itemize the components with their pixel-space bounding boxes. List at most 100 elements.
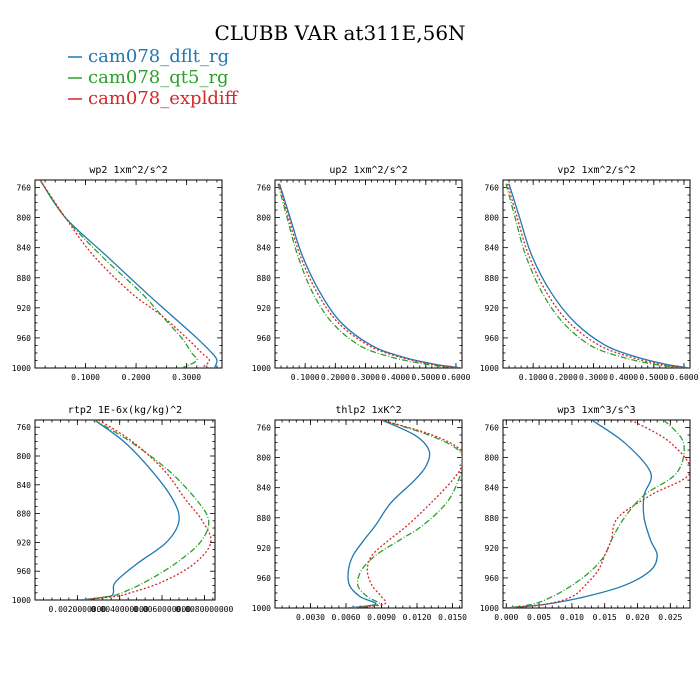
x-tick-label: 0.3000 bbox=[579, 373, 608, 382]
y-tick-label: 960 bbox=[17, 334, 32, 343]
x-tick-label: 0.0080000000 bbox=[176, 605, 234, 614]
series-line-cam078_dflt_rg bbox=[278, 183, 462, 368]
series-line-cam078_expldiff bbox=[506, 420, 690, 608]
series-line-cam078_qt5_rg bbox=[39, 180, 198, 368]
x-tick-label: 0.1000 bbox=[71, 373, 100, 382]
y-tick-label: 960 bbox=[257, 334, 272, 343]
plot-frame bbox=[502, 179, 691, 369]
y-tick-label: 800 bbox=[17, 452, 32, 461]
x-tick-label: 0.0120 bbox=[403, 613, 432, 622]
y-tick-label: 800 bbox=[485, 214, 500, 223]
x-tick-label: 0.3000 bbox=[351, 373, 380, 382]
series-line-cam078_qt5_rg bbox=[81, 420, 210, 600]
y-tick-label: 760 bbox=[257, 184, 272, 193]
legend-entry: cam078_expldiff bbox=[88, 88, 239, 109]
plot-frame bbox=[274, 179, 463, 369]
y-tick-label: 840 bbox=[485, 244, 500, 253]
y-tick-label: 960 bbox=[485, 574, 500, 583]
series-line-cam078_dflt_rg bbox=[508, 183, 690, 368]
x-tick-label: 0.020 bbox=[625, 613, 649, 622]
x-tick-label: 0.3000 bbox=[172, 373, 201, 382]
panel-title: up2 1xm^2/s^2 bbox=[329, 165, 407, 176]
x-tick-label: 0.6000 bbox=[670, 373, 699, 382]
plot-frame bbox=[34, 179, 223, 369]
legend-entry: cam078_dflt_rg bbox=[88, 46, 229, 67]
y-tick-label: 960 bbox=[485, 334, 500, 343]
panel: up2 1xm^2/s^2 760 800 840 880 920 960 1000 0.100… bbox=[252, 165, 471, 382]
panel: thlp2 1xK^2 760 800 840 880 920 960 1000 0.0030 0… bbox=[252, 405, 467, 622]
panel-title: wp3 1xm^3/s^3 bbox=[557, 405, 635, 416]
y-tick-label: 880 bbox=[17, 510, 32, 519]
x-tick-label: 0.000 bbox=[494, 613, 518, 622]
y-tick-label: 1000 bbox=[252, 364, 271, 373]
x-tick-label: 0.0040000000 bbox=[91, 605, 149, 614]
y-tick-label: 840 bbox=[257, 484, 272, 493]
y-tick-label: 840 bbox=[17, 244, 32, 253]
x-tick-label: 0.010 bbox=[560, 613, 584, 622]
series-line-cam078_dflt_rg bbox=[39, 180, 218, 368]
series-line-cam078_expldiff bbox=[506, 183, 688, 368]
panel: vp2 1xm^2/s^2 760 800 840 880 920 960 1000 0.100… bbox=[480, 165, 699, 382]
y-tick-label: 840 bbox=[17, 481, 32, 490]
series-line-cam078_expldiff bbox=[278, 183, 460, 368]
y-tick-label: 1000 bbox=[12, 596, 31, 605]
x-tick-label: 0.0090 bbox=[367, 613, 396, 622]
series-line-cam078_qt5_rg bbox=[505, 183, 685, 368]
x-tick-label: 0.2000 bbox=[122, 373, 151, 382]
y-tick-label: 1000 bbox=[480, 604, 499, 613]
series-line-cam078_expldiff bbox=[39, 180, 211, 368]
x-tick-label: 0.0060 bbox=[332, 613, 361, 622]
panel-title: thlp2 1xK^2 bbox=[335, 405, 401, 416]
y-tick-label: 960 bbox=[257, 574, 272, 583]
y-tick-label: 800 bbox=[17, 214, 32, 223]
series-line-cam078_qt5_rg bbox=[351, 420, 462, 608]
y-tick-label: 920 bbox=[485, 304, 500, 313]
x-tick-label: 0.1000 bbox=[519, 373, 548, 382]
y-tick-label: 920 bbox=[257, 304, 272, 313]
plot-frame bbox=[34, 419, 216, 601]
y-tick-label: 760 bbox=[485, 184, 500, 193]
figure-title: CLUBB VAR at311E,56N bbox=[214, 21, 465, 45]
y-tick-label: 920 bbox=[17, 304, 32, 313]
x-tick-label: 0.0060000000 bbox=[133, 605, 191, 614]
y-tick-label: 880 bbox=[485, 274, 500, 283]
y-tick-label: 760 bbox=[17, 184, 32, 193]
series-line-cam078_dflt_rg bbox=[345, 420, 431, 608]
plot-frame bbox=[502, 419, 691, 609]
legend-entry: cam078_qt5_rg bbox=[88, 67, 229, 88]
series-line-cam078_dflt_rg bbox=[81, 420, 180, 600]
panel-title: vp2 1xm^2/s^2 bbox=[557, 165, 635, 176]
y-tick-label: 800 bbox=[257, 454, 272, 463]
panel-title: wp2 1xm^2/s^2 bbox=[89, 165, 167, 176]
x-tick-label: 0.025 bbox=[658, 613, 682, 622]
y-tick-label: 880 bbox=[257, 274, 272, 283]
y-tick-label: 1000 bbox=[12, 364, 31, 373]
panel: rtp2 1E-6x(kg/kg)^2 760 800 840 880 920 960 100… bbox=[12, 405, 234, 614]
panel-title: rtp2 1E-6x(kg/kg)^2 bbox=[68, 405, 182, 416]
series-line-cam078_expldiff bbox=[351, 420, 462, 608]
y-tick-label: 880 bbox=[485, 514, 500, 523]
panel: wp2 1xm^2/s^2 760 800 840 880 920 960 1000 0.100… bbox=[12, 165, 223, 382]
legend: cam078_dflt_rgcam078_qt5_rgcam078_expldi… bbox=[68, 46, 239, 109]
y-tick-label: 760 bbox=[257, 424, 272, 433]
x-tick-label: 0.1000 bbox=[291, 373, 320, 382]
y-tick-label: 1000 bbox=[480, 364, 499, 373]
y-tick-label: 920 bbox=[257, 544, 272, 553]
y-tick-label: 880 bbox=[17, 274, 32, 283]
x-tick-label: 0.4000 bbox=[381, 373, 410, 382]
x-tick-label: 0.6000 bbox=[442, 373, 471, 382]
y-tick-label: 880 bbox=[257, 514, 272, 523]
x-tick-label: 0.2000 bbox=[321, 373, 350, 382]
x-tick-label: 0.5000 bbox=[639, 373, 668, 382]
y-tick-label: 760 bbox=[485, 424, 500, 433]
x-tick-label: 0.5000 bbox=[411, 373, 440, 382]
x-tick-label: 0.2000 bbox=[549, 373, 578, 382]
y-tick-label: 960 bbox=[17, 567, 32, 576]
x-tick-label: 0.015 bbox=[593, 613, 617, 622]
panel: wp3 1xm^3/s^3 760 800 840 880 920 960 10000.000… bbox=[480, 405, 691, 622]
series-line-cam078_qt5_rg bbox=[506, 420, 685, 608]
panels: wp2 1xm^2/s^2 760 800 840 880 920 960 1000 0.100… bbox=[12, 165, 699, 622]
plot-frame bbox=[274, 419, 463, 609]
x-tick-label: 0.0030 bbox=[296, 613, 325, 622]
